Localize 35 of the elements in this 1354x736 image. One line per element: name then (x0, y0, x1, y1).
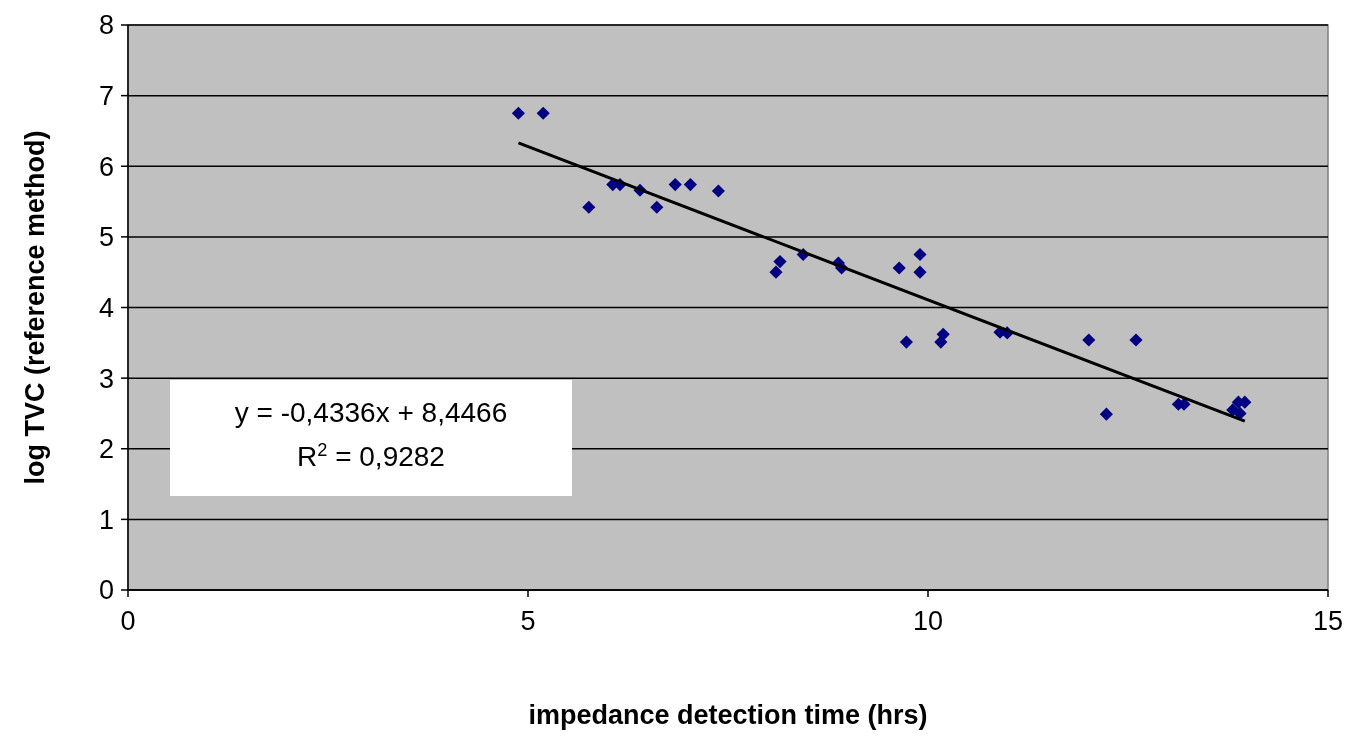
point (1082, 333, 1096, 347)
y-tick-label: 8 (98, 10, 114, 41)
y-tick-label: 0 (98, 575, 114, 606)
y-axis-title: log TVC (reference method) (20, 130, 50, 485)
x-tick-label: 5 (520, 606, 536, 636)
y-tick-label: 3 (98, 363, 114, 394)
y-tick-label: 5 (98, 222, 114, 253)
annotation: y = -0,4336x + 8,4466 (234, 397, 508, 428)
point (683, 178, 697, 192)
point (1233, 406, 1247, 421)
y-tick-label: 4 (98, 292, 114, 323)
point (1099, 407, 1113, 421)
x-tick-label: 15 (1312, 606, 1344, 636)
point (899, 335, 913, 349)
point (913, 265, 927, 279)
point (769, 265, 783, 279)
point (913, 247, 927, 262)
y-tick-label: 2 (98, 434, 114, 465)
point (536, 106, 550, 120)
point (650, 200, 664, 214)
point (892, 261, 906, 275)
point (936, 327, 950, 341)
point (773, 255, 787, 269)
x-tick-label: 10 (912, 606, 944, 636)
y-tick-label: 6 (98, 151, 114, 182)
annotation: R$^{2}$ = 0,9282 (297, 440, 445, 472)
x-tick-label: 0 (120, 606, 136, 636)
point (668, 178, 682, 192)
point (711, 184, 725, 198)
point (511, 106, 525, 120)
x-axis-title: impedance detection time (hrs) (528, 700, 928, 730)
point (582, 200, 596, 214)
point (1129, 333, 1143, 347)
y-tick-label: 1 (98, 504, 114, 535)
y-tick-label: 7 (98, 81, 114, 112)
